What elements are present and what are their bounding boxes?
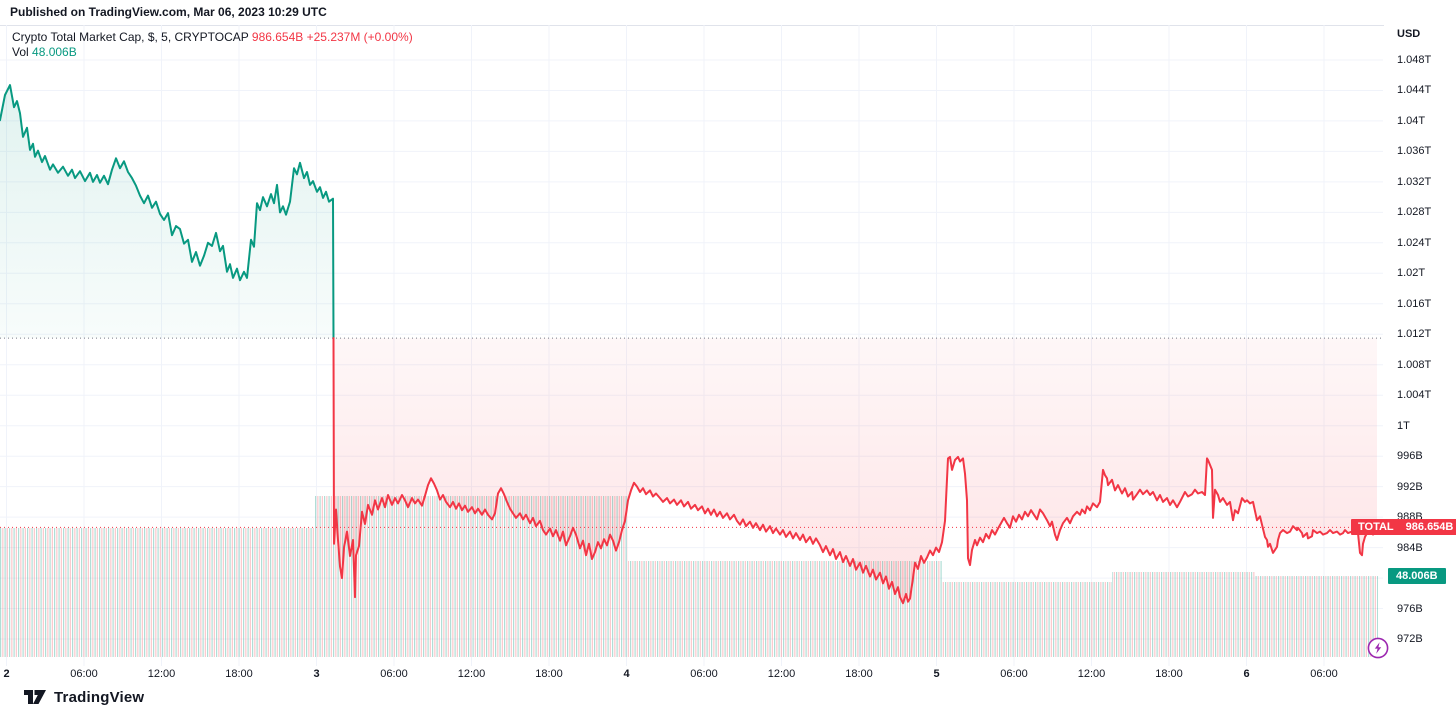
time-scale-label: 06:00: [690, 668, 718, 680]
tradingview-logo-text: TradingView: [54, 688, 145, 706]
volume-histogram-segment: [1255, 576, 1378, 657]
last-price-badge-symbol: TOTAL: [1358, 521, 1394, 534]
price-scale-label: 976B: [1397, 602, 1423, 615]
price-scale-label: 1.04T: [1397, 114, 1426, 127]
time-scale-label: 18:00: [225, 668, 253, 680]
last-price: 986.654B: [251, 30, 304, 44]
currency-unit-label: USD: [1397, 28, 1421, 40]
header-divider: [0, 25, 1456, 26]
last-price-badge-value: 986.654B: [1405, 521, 1454, 534]
chart-legend: Crypto Total Market Cap, $, 5, CRYPTOCAP…: [12, 30, 413, 60]
price-scale-label: 1.008T: [1397, 358, 1432, 371]
chart-canvas[interactable]: [0, 25, 1383, 666]
time-scale-day-label: 2: [3, 668, 10, 680]
volume-histogram-segment: [1112, 572, 1255, 657]
price-line-up: [0, 84, 335, 340]
time-scale-label: 06:00: [1310, 668, 1338, 680]
price-scale-label: 984B: [1397, 541, 1423, 554]
volume-histogram-segment: [0, 528, 315, 657]
price-change: +25.237M (+0.00%): [306, 30, 413, 44]
last-price-badge: TOTAL 986.654B: [1351, 519, 1456, 536]
tradingview-logo-icon: [24, 690, 46, 704]
price-scale-label: 1.024T: [1397, 236, 1432, 249]
time-scale-label: 18:00: [845, 668, 873, 680]
time-scale-label: 06:00: [1000, 668, 1028, 680]
time-scale-day-label: 4: [623, 668, 630, 680]
volume-histogram-segment: [315, 496, 628, 657]
price-scale-label: 1.036T: [1397, 145, 1432, 158]
volume-badge-value: 48.006B: [1396, 570, 1438, 582]
time-scale-label: 18:00: [535, 668, 563, 680]
price-scale-label: 1.048T: [1397, 54, 1432, 66]
time-scale-label: 12:00: [1077, 668, 1106, 680]
time-scale-day-label: 3: [313, 668, 320, 680]
baseline-fill-areas: [0, 85, 1383, 604]
price-scale-label: 1.016T: [1397, 297, 1432, 310]
symbol-title: Crypto Total Market Cap, $, 5, CRYPTOCAP: [12, 30, 249, 44]
footer: TradingView: [0, 683, 1456, 711]
price-scale-label: 972B: [1397, 632, 1423, 645]
time-scale-label: 18:00: [1155, 668, 1183, 680]
volume-histogram: [0, 496, 1378, 657]
volume-badge: 48.006B: [1388, 568, 1446, 584]
price-line-down: [332, 337, 1378, 605]
time-scale-label: 12:00: [767, 668, 796, 680]
tradingview-logo[interactable]: TradingView: [24, 689, 144, 706]
price-scale[interactable]: USD 1.048T 1.044T 1.04T 1.036T 1.032T 1.028T 1…: [1384, 25, 1456, 666]
published-on-text: Published on TradingView.com, Mar 06, 20…: [10, 5, 327, 19]
flash-ideas-button[interactable]: [1366, 636, 1390, 660]
time-scale-label: 12:00: [147, 668, 176, 680]
price-scale-label: 1.032T: [1397, 175, 1432, 188]
price-scale-label: 1.004T: [1397, 389, 1432, 402]
price-scale-label: 1.012T: [1397, 328, 1432, 341]
lightning-icon: [1367, 637, 1389, 659]
time-scale-label: 06:00: [380, 668, 408, 680]
price-scale-label: 1.02T: [1397, 267, 1426, 280]
price-scale-label: 1T: [1397, 419, 1410, 432]
volume-value: 48.006B: [32, 45, 77, 59]
price-lines: [0, 84, 1383, 605]
price-scale-label: 996B: [1397, 450, 1423, 463]
time-scale[interactable]: 2 06:00 12:00 18:00 3 06:00 12:00 18:00 4 06:00 12…: [0, 666, 1456, 683]
time-scale-label: 12:00: [457, 668, 486, 680]
time-scale-label: 06:00: [70, 668, 98, 680]
area-above-baseline: [0, 85, 334, 339]
time-scale-day-label: 6: [1243, 668, 1250, 680]
volume-label: Vol: [12, 45, 29, 59]
price-scale-label: 992B: [1397, 480, 1423, 493]
price-scale-label: 1.044T: [1397, 84, 1432, 97]
time-scale-day-label: 5: [933, 668, 940, 680]
price-scale-label: 1.028T: [1397, 206, 1432, 219]
volume-histogram-segment: [942, 582, 1112, 657]
volume-histogram-segment: [628, 561, 942, 657]
